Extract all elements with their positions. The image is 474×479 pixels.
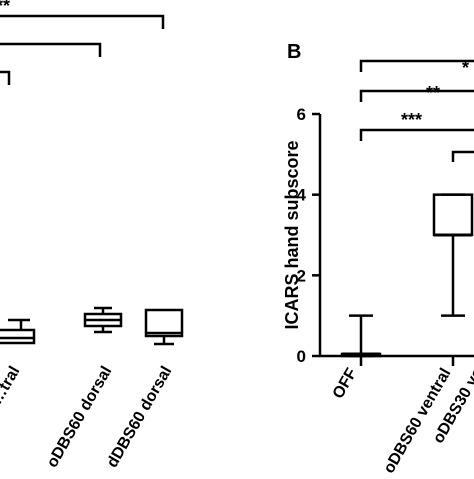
panel-a-x-labels: …tral oDBS60 dorsal dDBS60 dorsal <box>0 364 175 471</box>
panel-a: ** <box>0 0 184 471</box>
box-plot <box>432 193 474 317</box>
y-ticks: 0 2 4 6 <box>297 105 320 366</box>
panel-b-boxes <box>340 193 474 358</box>
y-tick-label: 0 <box>297 347 306 366</box>
panel-label: B <box>287 41 301 63</box>
x-tick-label: OFF <box>330 365 361 401</box>
box-plot <box>340 314 382 358</box>
y-axis-label: ICARS hand subscore <box>282 140 302 329</box>
panel-a-boxes <box>0 306 184 346</box>
sig-label: ** <box>0 0 10 16</box>
sig-bracket <box>451 150 474 162</box>
y-tick-label: 2 <box>297 266 306 285</box>
sig-bracket <box>359 89 474 102</box>
sig-bracket <box>0 14 165 29</box>
panel-b-brackets <box>359 59 474 162</box>
box-plot <box>0 318 36 345</box>
y-tick-label: 6 <box>297 105 306 124</box>
box <box>0 328 36 345</box>
box-plot <box>144 308 184 346</box>
sig-bracket <box>0 42 102 57</box>
sig-label: *** <box>401 110 422 130</box>
sig-label: * <box>462 58 469 78</box>
panel-a-brackets: ** <box>0 0 165 85</box>
x-tick-label: dDBS60 dorsal <box>104 364 176 471</box>
sig-bracket <box>359 128 474 141</box>
x-tick-label: …tral <box>0 364 23 408</box>
x-tick-label: oDBS60 dorsal <box>44 364 116 471</box>
y-tick-label: 4 <box>297 186 307 205</box>
panel-b-x-labels: OFF oDBS60 ventral oDBS30 ve <box>330 365 474 476</box>
box <box>432 193 474 237</box>
box-plot <box>83 306 123 334</box>
sig-label: ** <box>426 83 440 103</box>
panel-b: B 0 2 4 6 ICARS hand subscore * ** *** OFF … <box>282 41 474 476</box>
sig-bracket <box>359 59 474 72</box>
sig-bracket <box>0 70 11 85</box>
